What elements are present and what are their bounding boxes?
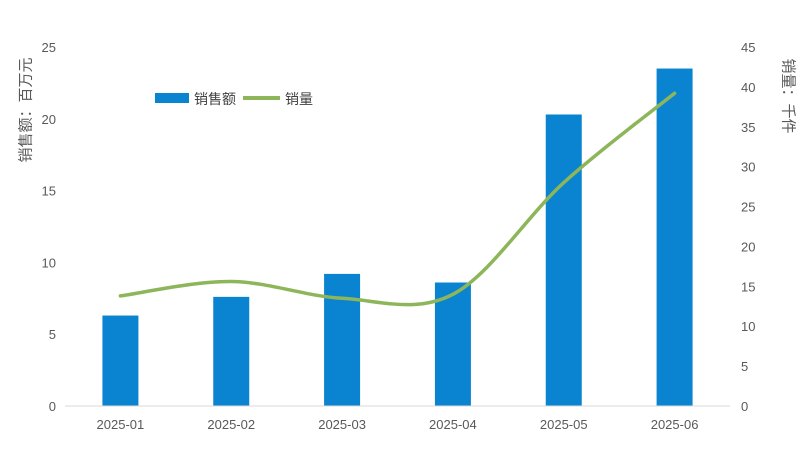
bar-2025-02 bbox=[213, 296, 250, 406]
line-group bbox=[118, 91, 677, 307]
left-y-tick-10: 10 bbox=[42, 255, 56, 270]
right-y-tick-5: 5 bbox=[741, 359, 748, 374]
left-y-tick-15: 15 bbox=[42, 184, 56, 199]
sales-volume-line bbox=[118, 91, 677, 307]
right-y-tick-45: 45 bbox=[741, 40, 755, 55]
left-y-tick-25: 25 bbox=[42, 40, 56, 55]
left-y-tick-0: 0 bbox=[49, 399, 56, 414]
legend: 销售额 销量 bbox=[155, 92, 313, 108]
x-tick-2025-02: 2025-02 bbox=[207, 417, 255, 432]
x-tick-2025-01: 2025-01 bbox=[97, 417, 145, 432]
bar-2025-01 bbox=[102, 315, 139, 406]
right-y-tick-25: 25 bbox=[741, 200, 755, 215]
legend-bar-swatch bbox=[155, 93, 189, 103]
right-y-tick-0: 0 bbox=[741, 399, 748, 414]
bar-2025-06 bbox=[656, 68, 693, 406]
x-tick-2025-05: 2025-05 bbox=[540, 417, 588, 432]
x-tick-2025-04: 2025-04 bbox=[429, 417, 477, 432]
legend-line-label: 销量 bbox=[285, 92, 313, 108]
right-y-tick-15: 15 bbox=[741, 279, 755, 294]
bar-2025-05 bbox=[545, 114, 582, 406]
x-tick-labels: 2025-01 2025-02 2025-03 2025-04 2025-05 2025-… bbox=[97, 417, 699, 432]
right-y-tick-20: 20 bbox=[741, 239, 755, 254]
right-y-tick-30: 30 bbox=[741, 160, 755, 175]
left-y-tick-20: 20 bbox=[42, 112, 56, 127]
right-y-tick-10: 10 bbox=[741, 319, 755, 334]
right-y-tick-35: 35 bbox=[741, 120, 755, 135]
legend-bar-label: 销售额 bbox=[194, 92, 236, 108]
x-tick-2025-06: 2025-06 bbox=[651, 417, 699, 432]
right-y-axis-title: 销量：千件 bbox=[780, 58, 798, 133]
bar-2025-03 bbox=[324, 273, 361, 406]
x-tick-2025-03: 2025-03 bbox=[318, 417, 366, 432]
bars-group bbox=[102, 68, 693, 406]
left-y-axis-title: 销售额：百万元 bbox=[17, 57, 35, 162]
right-y-tick-40: 40 bbox=[741, 80, 755, 95]
right-y-tick-labels: 0 5 10 15 20 25 30 35 40 45 bbox=[741, 40, 755, 414]
left-y-tick-5: 5 bbox=[49, 327, 56, 342]
bar-2025-04 bbox=[434, 282, 471, 406]
left-y-tick-labels: 0 5 10 15 20 25 bbox=[42, 40, 56, 414]
